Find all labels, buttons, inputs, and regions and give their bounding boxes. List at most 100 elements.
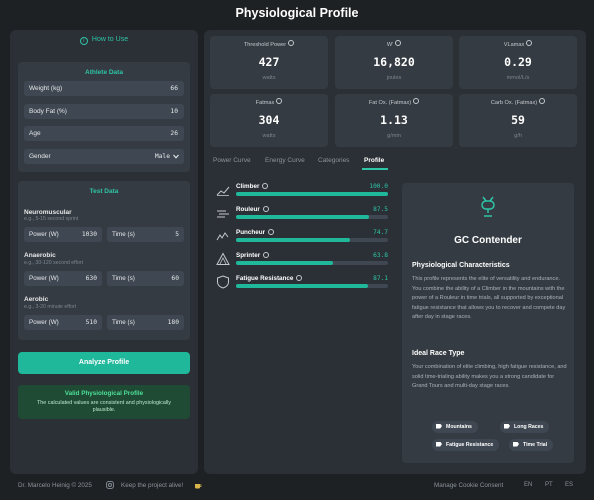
aerobic-title: Aerobic xyxy=(24,296,49,303)
validation-text: The calculated values are consistent and… xyxy=(37,400,171,413)
rider-type-climber: Climber 100.0 xyxy=(216,183,388,203)
info-icon[interactable] xyxy=(288,40,295,46)
metric-value: 427 xyxy=(258,55,280,69)
score-bar-fill xyxy=(236,215,369,219)
tag-icon xyxy=(513,441,519,447)
rider-type-name: Puncheur xyxy=(236,229,266,236)
copyright-text: Dr. Marcelo Heinig © 2025 xyxy=(18,482,92,489)
weight-value: 66 xyxy=(170,85,178,92)
time-label: Time (s) xyxy=(112,231,135,238)
athlete-data-title: Athlete Data xyxy=(85,69,123,76)
neuromuscular-time-field[interactable]: Time (s) 5 xyxy=(107,227,184,242)
sprinter-icon xyxy=(216,252,230,265)
info-icon[interactable] xyxy=(262,183,269,189)
info-icon[interactable] xyxy=(276,98,283,104)
instagram-icon[interactable] xyxy=(106,481,114,489)
tab-categories[interactable]: Categories xyxy=(318,157,350,164)
body-fat-field[interactable]: Body Fat (%) 10 xyxy=(24,104,184,119)
metric-vlamax: VLamax 0.29 mmol/L/s xyxy=(459,36,577,89)
metric-value: 304 xyxy=(258,113,280,127)
metric-label: Carb Ox. (Fatmax) xyxy=(490,100,538,106)
metric-label: VLamax xyxy=(503,42,525,48)
metric-unit: g/h xyxy=(514,133,522,139)
results-tabs: Power Curve Energy Curve Categories Prof… xyxy=(212,155,578,171)
anaerobic-time-field[interactable]: Time (s) 60 xyxy=(107,271,184,286)
rider-type-score: 63.8 xyxy=(373,252,388,259)
time-value: 5 xyxy=(175,231,179,238)
rider-type-fatigue-resistance: Fatigue Resistance 87.1 xyxy=(216,275,388,295)
characteristics-text: This profile represents the elite of ver… xyxy=(412,276,566,320)
shield-icon xyxy=(217,275,229,289)
age-field[interactable]: Age 26 xyxy=(24,126,184,141)
test-data-title: Test Data xyxy=(89,188,119,195)
info-icon[interactable] xyxy=(526,40,533,46)
results-panel: Threshold Power 427 watts W' 16,820 joul… xyxy=(204,30,586,474)
analyze-profile-button[interactable]: Analyze Profile xyxy=(18,352,190,374)
coffee-icon[interactable] xyxy=(194,481,202,489)
tab-energy-curve[interactable]: Energy Curve xyxy=(265,157,305,164)
active-tab-indicator xyxy=(362,168,388,170)
info-icon[interactable] xyxy=(413,98,420,104)
rider-type-score: 87.1 xyxy=(373,275,388,282)
info-icon[interactable] xyxy=(395,40,402,46)
score-bar-fill xyxy=(236,284,369,288)
aerobic-time-field[interactable]: Time (s) 180 xyxy=(107,315,184,330)
neuromuscular-power-field[interactable]: Power (W) 1030 xyxy=(24,227,102,242)
metric-value: 59 xyxy=(511,113,525,127)
tag-label: Long Races xyxy=(514,424,544,430)
gc-contender-icon xyxy=(481,196,495,217)
power-label: Power (W) xyxy=(29,275,59,282)
aerobic-power-field[interactable]: Power (W) 510 xyxy=(24,315,102,330)
info-icon[interactable] xyxy=(262,206,269,212)
keep-alive-link[interactable]: Keep the project alive! xyxy=(121,482,184,489)
race-type-heading: Ideal Race Type xyxy=(412,350,465,357)
race-type-text: Your combination of elite climbing, high… xyxy=(412,364,567,389)
score-bar-fill xyxy=(236,192,388,196)
language-es[interactable]: ES xyxy=(565,482,574,488)
rider-type-score: 100.0 xyxy=(369,183,388,190)
power-label: Power (W) xyxy=(29,319,59,326)
tag-icon xyxy=(436,423,442,429)
rider-type-sprinter: Sprinter 63.8 xyxy=(216,252,388,272)
metric-unit: watts xyxy=(262,133,276,139)
characteristics-heading: Physiological Characteristics xyxy=(412,262,510,269)
rider-type-name: Rouleur xyxy=(236,206,260,213)
validation-status-box: Valid Physiological Profile The calculat… xyxy=(18,385,190,419)
score-bar xyxy=(236,238,388,242)
metric-threshold-power: Threshold Power 427 watts xyxy=(210,36,328,89)
profile-result-card: GC Contender Physiological Characteristi… xyxy=(402,183,574,463)
info-icon[interactable] xyxy=(296,275,303,281)
how-to-use-link[interactable]: i How to Use xyxy=(10,36,198,45)
metric-value: 16,820 xyxy=(373,55,415,69)
gender-select[interactable]: Gender Male xyxy=(24,149,184,164)
page-title: Physiological Profile xyxy=(235,6,359,20)
metric-value: 0.29 xyxy=(504,55,532,69)
tag-time-trial: Time Trial xyxy=(509,439,554,451)
time-label: Time (s) xyxy=(112,275,135,282)
gender-label: Gender xyxy=(29,153,51,160)
metric-fat-oxidation: Fat Ox. (Fatmax) 1.13 g/min xyxy=(335,94,453,147)
info-icon[interactable] xyxy=(268,229,275,235)
aerobic-hint: e.g., 3-20 minute effort xyxy=(24,304,77,310)
time-value: 180 xyxy=(167,319,179,326)
score-bar-fill xyxy=(236,261,333,265)
tab-profile[interactable]: Profile xyxy=(364,157,385,164)
body-fat-label: Body Fat (%) xyxy=(29,108,67,115)
metric-label: Threshold Power xyxy=(243,42,287,48)
rouleur-icon xyxy=(217,210,229,218)
chevron-down-icon xyxy=(173,154,179,159)
cookie-consent-link[interactable]: Manage Cookie Consent xyxy=(434,482,504,489)
athlete-data-card: Athlete Data Weight (kg) 66 Body Fat (%)… xyxy=(18,62,190,172)
language-pt[interactable]: PT xyxy=(545,482,553,488)
anaerobic-power-field[interactable]: Power (W) 630 xyxy=(24,271,102,286)
weight-field[interactable]: Weight (kg) 66 xyxy=(24,81,184,96)
tab-power-curve[interactable]: Power Curve xyxy=(213,157,251,164)
metric-label: Fat Ox. (Fatmax) xyxy=(368,100,412,106)
info-icon[interactable] xyxy=(539,98,546,104)
language-en[interactable]: EN xyxy=(524,482,533,488)
info-icon[interactable] xyxy=(263,252,270,258)
metric-label: Fatmax xyxy=(255,100,275,106)
neuromuscular-hint: e.g., 5-15 second sprint xyxy=(24,216,79,222)
age-value: 26 xyxy=(170,130,178,137)
tag-label: Fatigue Resistance xyxy=(446,442,494,448)
